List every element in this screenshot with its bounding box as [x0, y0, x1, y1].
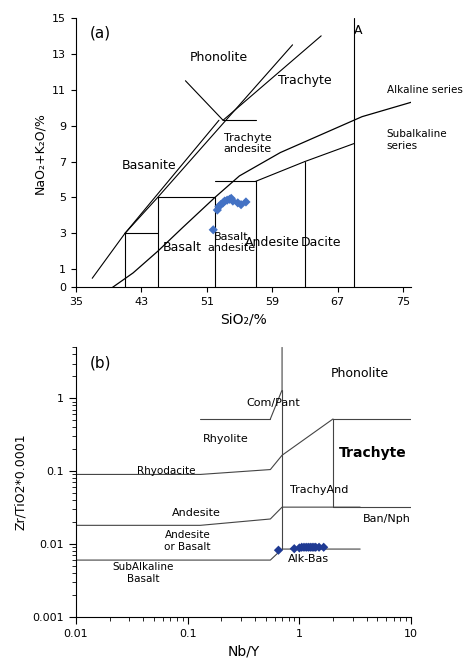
Point — [274, 545, 282, 556]
X-axis label: Nb/Y: Nb/Y — [228, 644, 260, 658]
Text: (a): (a) — [89, 26, 110, 41]
Point — [298, 542, 306, 552]
Y-axis label: Zr/TiO2*0.0001: Zr/TiO2*0.0001 — [14, 433, 27, 530]
Text: TrachyAnd: TrachyAnd — [290, 485, 348, 495]
Point — [210, 224, 217, 235]
Point — [223, 195, 231, 206]
Point — [234, 198, 242, 208]
Point — [228, 193, 235, 204]
Text: Phonolite: Phonolite — [331, 367, 389, 380]
Text: A: A — [354, 24, 362, 37]
Point — [217, 200, 224, 210]
Text: Trachyte
andesite: Trachyte andesite — [224, 133, 272, 155]
Text: Trachyte: Trachyte — [278, 74, 332, 87]
Point — [226, 194, 233, 205]
Point — [312, 542, 319, 552]
Point — [221, 196, 228, 206]
Point — [214, 205, 221, 216]
Point — [296, 542, 303, 553]
Text: Alk-Bas: Alk-Bas — [288, 554, 329, 564]
Text: Rhyodacite: Rhyodacite — [137, 466, 196, 476]
Text: Com/Pant: Com/Pant — [246, 398, 300, 409]
Text: Rhyolite: Rhyolite — [203, 433, 249, 444]
Text: Phonolite: Phonolite — [190, 51, 248, 64]
Text: Ban/Nph: Ban/Nph — [363, 514, 410, 524]
Point — [320, 542, 328, 552]
Point — [219, 198, 227, 208]
Point — [315, 542, 323, 552]
Point — [242, 197, 250, 208]
Text: SubAlkaline
Basalt: SubAlkaline Basalt — [112, 562, 174, 584]
Text: Basalt: Basalt — [163, 241, 201, 254]
Y-axis label: NaO₂+K₂O/%: NaO₂+K₂O/% — [34, 112, 46, 194]
Text: (b): (b) — [89, 355, 111, 370]
Text: Dacite: Dacite — [301, 236, 341, 249]
Point — [300, 542, 308, 552]
Point — [229, 196, 237, 206]
Point — [306, 542, 314, 552]
Text: Alkaline series: Alkaline series — [387, 85, 463, 95]
Point — [215, 201, 223, 212]
Point — [310, 542, 318, 552]
Point — [304, 542, 312, 552]
Text: Subalkaline
series: Subalkaline series — [387, 129, 447, 151]
Point — [308, 542, 316, 552]
Text: Andesite: Andesite — [172, 507, 221, 517]
Text: Trachyte: Trachyte — [338, 446, 406, 460]
Point — [302, 542, 310, 552]
Point — [237, 200, 245, 210]
Text: Basalt
andesite: Basalt andesite — [207, 232, 255, 253]
Text: Basanite: Basanite — [122, 159, 177, 171]
Text: Andesite: Andesite — [245, 236, 300, 249]
Text: Andesite
or Basalt: Andesite or Basalt — [164, 530, 211, 552]
Point — [291, 544, 298, 554]
X-axis label: SiO₂/%: SiO₂/% — [220, 312, 267, 327]
